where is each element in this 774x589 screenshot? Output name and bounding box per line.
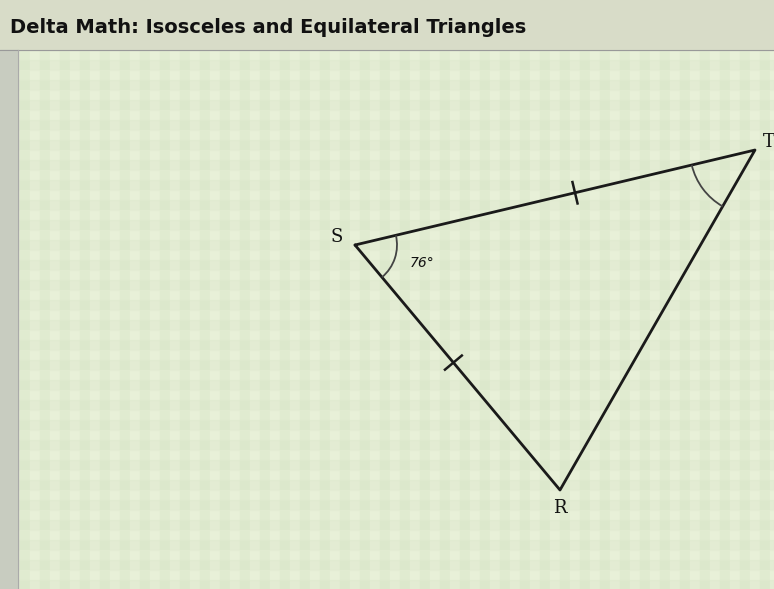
Text: 76°: 76° [410,256,435,270]
Text: T: T [763,133,774,151]
Text: Delta Math: Isosceles and Equilateral Triangles: Delta Math: Isosceles and Equilateral Tr… [10,18,526,37]
Text: R: R [553,499,567,517]
Text: S: S [330,228,343,246]
